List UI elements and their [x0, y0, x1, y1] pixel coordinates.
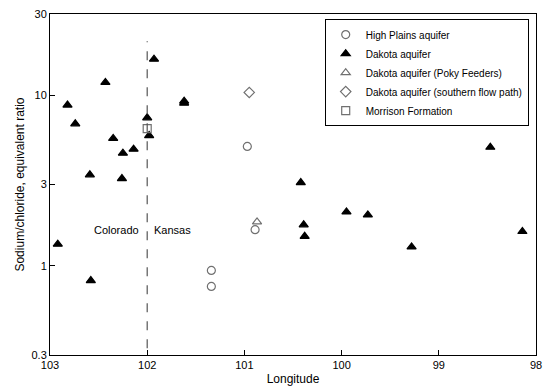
- svg-text:Morrison Formation: Morrison Formation: [366, 106, 453, 117]
- svg-text:30: 30: [35, 8, 47, 20]
- svg-text:Dakota aquifer (southern flow: Dakota aquifer (southern flow path): [366, 87, 522, 98]
- svg-text:99: 99: [433, 359, 445, 371]
- svg-text:1: 1: [41, 260, 47, 272]
- svg-text:Longitude: Longitude: [267, 372, 320, 386]
- svg-text:Colorado: Colorado: [94, 224, 139, 236]
- svg-text:0.3: 0.3: [32, 349, 47, 361]
- svg-text:102: 102: [138, 359, 156, 371]
- svg-text:100: 100: [332, 359, 350, 371]
- svg-text:10: 10: [35, 89, 47, 101]
- svg-text:Dakota aquifer: Dakota aquifer: [366, 49, 432, 60]
- svg-text:3: 3: [41, 178, 47, 190]
- svg-text:101: 101: [235, 359, 253, 371]
- svg-text:Sodium/chloride, equivalent ra: Sodium/chloride, equivalent ratio: [13, 97, 27, 271]
- svg-text:High Plains aquifer: High Plains aquifer: [366, 30, 451, 41]
- svg-text:98: 98: [530, 359, 542, 371]
- svg-text:103: 103: [41, 359, 59, 371]
- svg-text:Dakota aquifer (Poky Feeders): Dakota aquifer (Poky Feeders): [366, 68, 502, 79]
- svg-text:Kansas: Kansas: [154, 224, 191, 236]
